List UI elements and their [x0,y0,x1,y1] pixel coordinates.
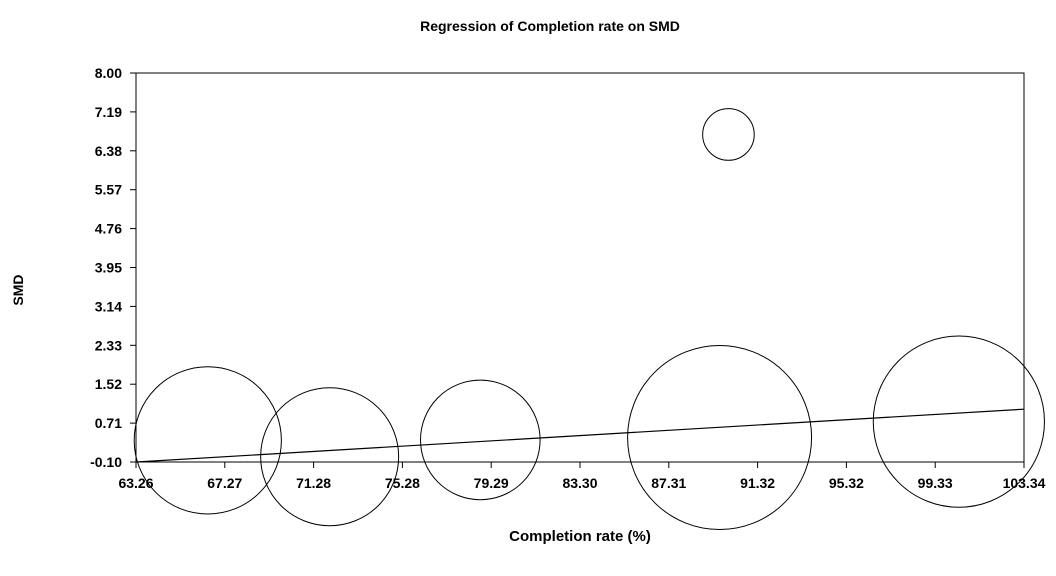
y-tick-label: 3.14 [95,298,122,314]
x-tick-label: 95.32 [829,475,864,491]
x-tick-label: 67.27 [207,475,242,491]
y-tick-label: 8.00 [95,65,122,81]
y-tick-label: 1.52 [95,376,122,392]
regression-line [135,408,1025,463]
chart-title: Regression of Completion rate on SMD [420,18,680,34]
y-tick-label: 2.33 [95,337,122,353]
x-tick-label: 91.32 [740,475,775,491]
y-axis: -0.10 0.71 1.52 2.33 3.14 3.95 4.76 5.57 6.38 7.1… [90,65,136,470]
data-point-bubble [702,108,755,161]
x-tick-label: 63.26 [118,475,153,491]
data-point-bubble [260,387,400,527]
y-tick-label: -0.10 [90,454,122,470]
bubbles [133,108,1045,531]
x-tick-label: 71.28 [296,475,331,491]
data-point-bubble [872,335,1045,508]
data-point-bubble [627,345,813,531]
x-tick-label: 103.34 [1003,475,1046,491]
y-tick-label: 7.19 [95,104,122,120]
y-tick-label: 0.71 [95,415,122,431]
plot-frame [135,72,1025,463]
x-tick-label: 83.30 [562,475,597,491]
data-point-bubble [133,366,282,515]
x-tick-label: 75.28 [385,475,420,491]
data-point-bubble [419,379,541,501]
y-tick-label: 6.38 [95,143,122,159]
y-tick-label: 3.95 [95,260,122,276]
y-tick-label: 5.57 [95,182,122,198]
x-axis: 63.26 67.27 71.28 75.28 79.29 83.30 87.31 91.32… [118,462,1046,491]
x-tick-label: 87.31 [651,475,686,491]
x-axis-title: Completion rate (%) [509,528,651,545]
y-tick-label: 4.76 [95,221,122,237]
x-tick-label: 79.29 [474,475,509,491]
x-tick-label: 99.33 [918,475,953,491]
regression-group [135,408,1025,463]
